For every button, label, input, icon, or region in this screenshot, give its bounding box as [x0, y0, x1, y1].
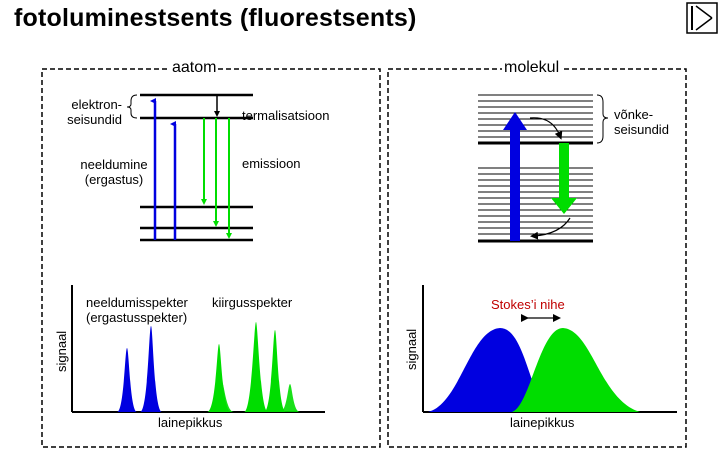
emission-peak [207, 344, 231, 412]
atom-y-axis-label: signaal [54, 330, 69, 372]
relaxation-arrow [530, 217, 571, 240]
molecule-energy-levels [478, 94, 593, 235]
molecule-emission-arrow [551, 143, 577, 214]
molecule-absorption-arrow [503, 112, 527, 241]
molecule-x-axis-label: lainepikkus [510, 415, 575, 430]
emission-spectrum-label: kiirgusspekter [212, 295, 293, 310]
thermalization-label: termalisatsioon [242, 108, 330, 123]
page-title: fotoluminestsents (fluorestsents) [14, 4, 417, 32]
emission-peak [210, 382, 234, 412]
absorption-label: neeldumine (ergastus) [80, 157, 148, 187]
atom-x-axis-label: lainepikkus [158, 415, 223, 430]
absorption-spectrum-label: neeldumisspekter (ergastusspekter) [86, 295, 188, 325]
molecule-emission-band [512, 328, 640, 412]
relaxation-arrow [529, 117, 563, 140]
emission-peak [280, 384, 300, 412]
absorption-peak [140, 326, 162, 412]
molecule-absorption-band [428, 328, 545, 412]
emission-peak [244, 322, 268, 412]
molecule-y-axis-label: signaal [404, 328, 419, 370]
electron-states-label: elektron- seisundid [67, 97, 122, 127]
vibrational-states-label: võnke- seisundid [614, 107, 669, 137]
emission-label: emissioon [242, 156, 301, 171]
molecule-heading: molekul [502, 59, 562, 77]
next-slide-icon[interactable] [686, 2, 718, 34]
electron-states-brace [126, 94, 138, 119]
atom-energy-levels [140, 93, 253, 242]
emission-peak [246, 386, 268, 412]
stokes-shift-label: Stokes’i nihe [491, 297, 565, 312]
vibrational-states-brace [596, 94, 609, 144]
absorption-peak [117, 348, 137, 412]
emission-peak [264, 330, 286, 412]
atom-heading: aatom [170, 59, 219, 77]
